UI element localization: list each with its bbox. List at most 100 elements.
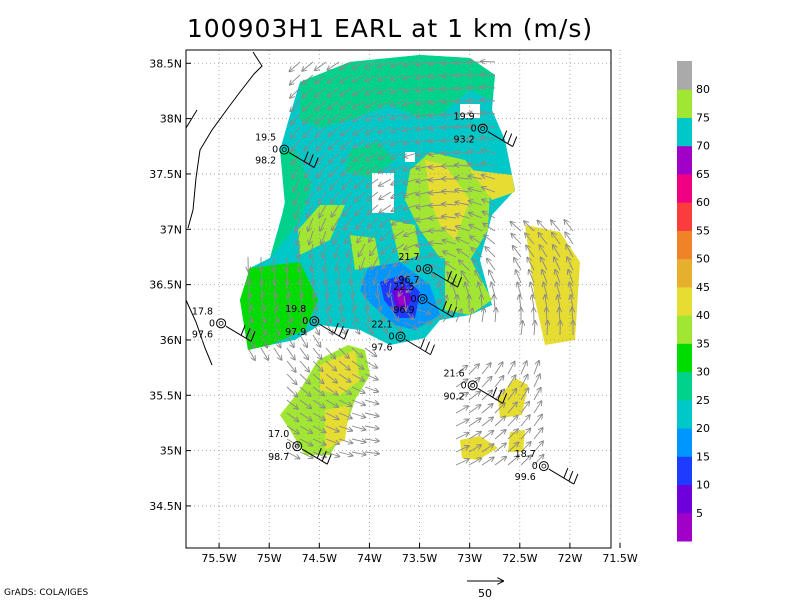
wind-vector — [290, 87, 301, 98]
wind-vector — [455, 152, 470, 153]
wind-vector — [404, 152, 418, 157]
wind-vector — [364, 452, 379, 454]
wind-vector — [312, 334, 321, 347]
station-circle — [467, 380, 478, 391]
lat-lon-grid — [186, 50, 621, 548]
wind-barb-flag — [457, 276, 463, 288]
wind-vector — [377, 321, 387, 333]
wind-vector — [416, 257, 431, 259]
wind-vector — [416, 62, 431, 65]
wind-vector — [404, 87, 418, 92]
wind-vector — [312, 256, 313, 271]
wind-vector — [468, 364, 479, 375]
wind-vector — [405, 269, 418, 277]
wind-vector — [377, 282, 378, 297]
wind-vector — [429, 192, 444, 193]
wind-vector — [354, 152, 366, 161]
wind-vector — [455, 393, 468, 401]
wind-barb-flag — [343, 328, 349, 340]
wind-vector — [468, 458, 481, 466]
wind-vector — [429, 243, 444, 244]
wind-vector — [352, 295, 355, 310]
wind-vector — [495, 308, 496, 323]
wind-vector — [286, 334, 294, 347]
wind-vector — [325, 425, 339, 432]
wind-vector — [547, 321, 548, 336]
wind-vector — [532, 295, 534, 310]
wind-vector — [539, 245, 548, 258]
wind-vector — [533, 428, 543, 440]
wind-vector — [468, 432, 481, 440]
wind-vector — [364, 373, 378, 380]
wind-vector — [520, 361, 527, 375]
wind-vector — [366, 165, 379, 174]
wind-vector — [556, 282, 561, 297]
wind-vector — [300, 295, 303, 310]
wind-vector — [362, 269, 365, 284]
map-title: 100903H1 EARL at 1 km (m/s) — [186, 14, 594, 43]
wind-vector — [507, 443, 518, 453]
wind-vector — [481, 87, 496, 88]
lon-label: 72W — [557, 552, 582, 565]
wind-vector — [429, 88, 444, 90]
wind-vector — [442, 127, 457, 128]
wind-vector — [442, 296, 447, 310]
wind-vector — [520, 415, 530, 427]
wind-vector — [329, 165, 340, 176]
wind-vector — [327, 61, 340, 70]
wind-vector — [364, 426, 379, 429]
station-pressure: 97.6 — [192, 329, 213, 340]
colorbar-swatch — [677, 484, 692, 514]
wind-vector — [366, 139, 379, 147]
wind-vector — [351, 412, 365, 417]
wind-vector — [351, 321, 360, 334]
wind-vector — [416, 205, 431, 208]
wind-vector — [468, 126, 483, 127]
wind-vector — [330, 178, 340, 190]
wind-vector — [312, 321, 319, 335]
wind-vector — [296, 217, 301, 231]
lat-label: 35.5N — [149, 389, 182, 402]
colorbar-label: 50 — [696, 253, 710, 266]
wind-vector — [481, 295, 482, 310]
wind-vector — [364, 399, 378, 404]
wind-vector — [379, 178, 392, 186]
wind-vector — [325, 373, 337, 383]
wind-vector — [318, 178, 327, 190]
wind-vector — [481, 61, 496, 62]
lat-label: 36.5N — [149, 279, 182, 292]
wind-vector — [351, 439, 366, 442]
wind-vector — [558, 295, 560, 310]
wind-vector — [494, 416, 505, 427]
wind-vector — [429, 255, 444, 257]
wind-vector — [370, 243, 379, 255]
station-dir: 0 — [302, 316, 308, 327]
wind-vector — [291, 139, 301, 151]
wind-vector — [299, 334, 307, 347]
wind-vector — [353, 100, 366, 108]
wind-vector — [286, 256, 287, 271]
wind-vector — [392, 217, 405, 225]
colorbar-label: 80 — [696, 83, 710, 96]
station-circle — [538, 461, 549, 472]
wind-vector — [482, 175, 496, 180]
wind-vector — [380, 217, 392, 226]
wind-vector — [565, 232, 574, 245]
wind-vector — [286, 321, 293, 335]
wind-vector — [261, 269, 262, 284]
station-pressure: 93.2 — [454, 135, 475, 146]
wind-vector — [507, 362, 515, 375]
wind-vector — [455, 165, 470, 166]
wind-vector — [286, 386, 297, 397]
wind-vector — [351, 386, 365, 393]
wind-vector — [315, 100, 327, 110]
wind-vector — [341, 139, 353, 149]
wind-barb-flag — [245, 328, 251, 339]
wind-vector — [303, 126, 314, 137]
wind-vector — [333, 230, 340, 244]
wind-vector — [507, 429, 518, 440]
station-pressure: 90.2 — [444, 391, 465, 402]
wind-vector — [442, 88, 457, 89]
wind-vector — [355, 204, 366, 215]
wind-vector — [332, 217, 340, 230]
